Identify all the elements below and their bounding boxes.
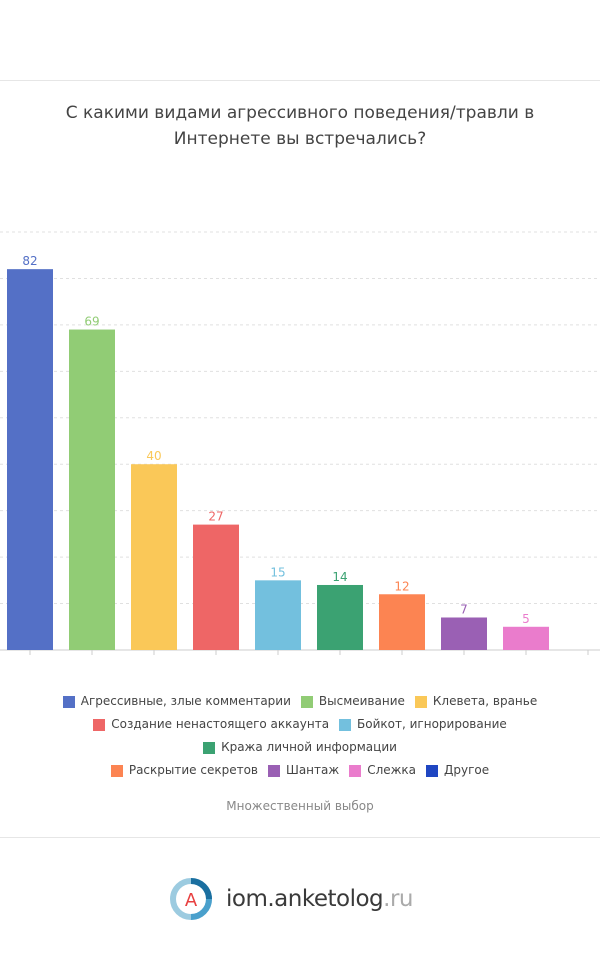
legend-item[interactable]: Создание ненастоящего аккаунта [93,713,329,736]
bar[interactable] [441,617,487,650]
legend-swatch [414,695,427,708]
data-label: 12 [394,579,409,593]
legend-swatch [339,718,352,731]
legend-label: Раскрытие секретов [128,763,258,777]
bar[interactable] [193,524,239,650]
legend-label: Агрессивные, злые комментарии [80,694,291,708]
legend-row: Создание ненастоящего аккаунта Бойкот, иг… [0,713,600,759]
logo-icon: A [170,878,212,920]
legend-item[interactable]: Кража личной информации [203,736,397,759]
bar[interactable] [7,269,53,650]
legend-swatch [62,695,75,708]
legend-item[interactable]: Раскрытие секретов [110,759,258,782]
legend-row: Агрессивные, злые комментарии Высмеивание… [0,690,600,713]
bar-chart: 82 69 40 27 15 14 12 7 5 [0,231,600,655]
legend-label: Другое [444,763,490,777]
legend-row: Раскрытие секретов Шантаж Слежка Другое [0,759,600,782]
legend-swatch [93,718,106,731]
chart-note: Множественный выбор [226,799,374,813]
logo-tld: .ru [383,886,414,912]
data-label: 69 [84,315,99,329]
data-label: 7 [460,602,468,616]
bar[interactable] [255,580,301,650]
chart-title: С какими видами агрессивного поведения/т… [65,103,535,149]
svg-text:A: A [185,890,198,911]
legend-label: Создание ненастоящего аккаунта [111,717,330,731]
legend-label: Шантаж [286,763,340,777]
bar[interactable] [69,329,115,650]
legend-swatch [300,695,313,708]
legend-swatch [349,764,362,777]
bar[interactable] [317,584,363,650]
legend-label: Кража личной информации [221,740,397,754]
legend-swatch [110,764,123,777]
legend-item[interactable]: Другое [426,759,489,782]
data-label: 14 [332,570,347,584]
legend-item[interactable]: Клевета, вранье [414,690,538,713]
top-divider [0,80,600,81]
bar[interactable] [131,464,177,650]
legend-item[interactable]: Агрессивные, злые комментарии [62,690,291,713]
legend-swatch [268,764,280,777]
data-label: 27 [208,510,223,524]
logo-name: iom.anketolog [226,886,384,912]
logo[interactable]: A iom.anketolog.ru [168,876,414,922]
legend-label: Высмеивание [318,694,405,708]
legend-item[interactable]: Бойкот, игнорирование [339,713,507,736]
legend-swatch [426,764,439,777]
data-label: 15 [270,565,285,579]
bar[interactable] [503,626,549,650]
legend: Агрессивные, злые комментарии Высмеивание… [0,690,600,813]
bottom-divider [0,837,600,838]
legend-item[interactable]: Шантаж [268,759,339,782]
legend-label: Клевета, вранье [432,694,538,708]
legend-item[interactable]: Слежка [349,759,416,782]
bar[interactable] [379,594,425,650]
data-label: 40 [146,449,161,463]
data-label: 5 [522,612,530,626]
legend-swatch [203,741,216,754]
legend-label: Бойкот, игнорирование [357,717,507,731]
legend-label: Слежка [367,763,417,777]
data-label: 82 [22,254,37,268]
legend-item[interactable]: Высмеивание [300,690,405,713]
